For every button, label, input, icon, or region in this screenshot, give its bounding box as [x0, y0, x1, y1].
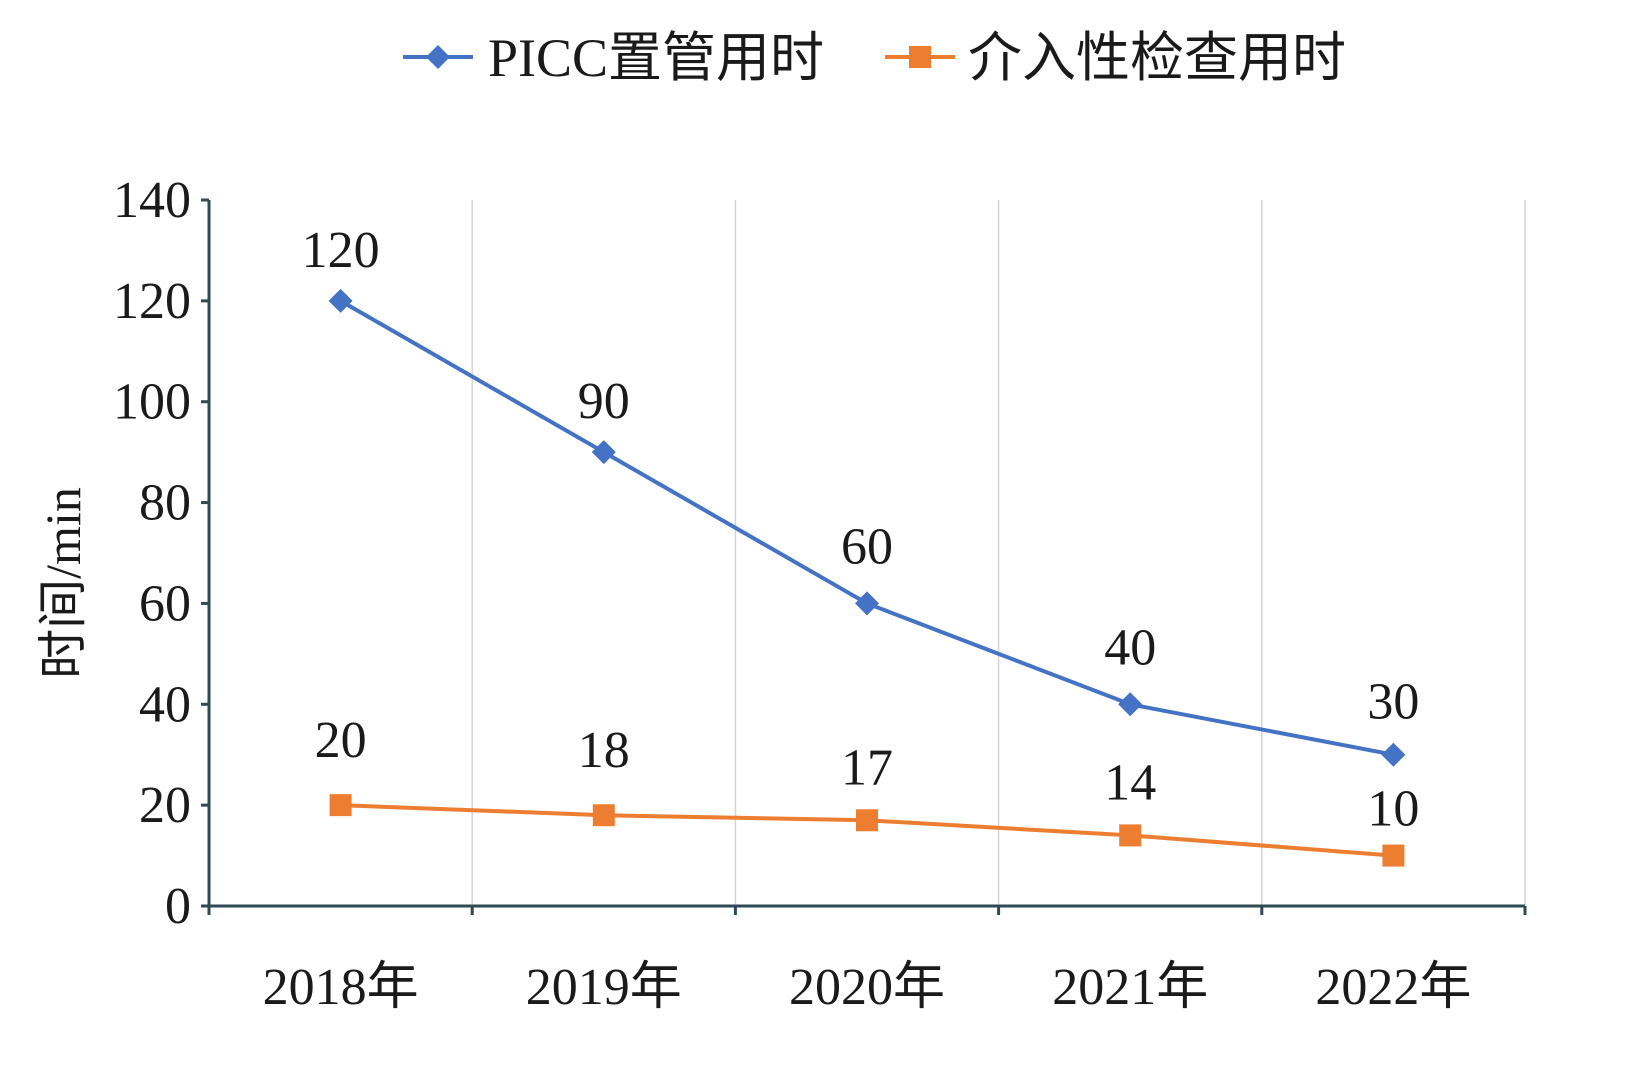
y-tick-label: 120	[113, 273, 191, 330]
diamond-marker	[855, 591, 879, 616]
data-labels: 120 90 60 40 30 20 18 17 14 10	[302, 222, 1420, 838]
legend: PICC置管用时 介入性检查用时	[403, 28, 1346, 88]
diamond-marker	[328, 288, 353, 313]
square-marker	[856, 809, 878, 832]
diamond-marker	[1381, 742, 1406, 767]
diamond-marker	[1118, 692, 1143, 717]
data-label: 20	[315, 712, 367, 769]
data-label: 30	[1367, 674, 1419, 731]
gridlines	[471, 200, 1526, 906]
x-tick-label: 2018年	[263, 959, 419, 1016]
square-marker	[909, 46, 931, 68]
data-label: 17	[841, 739, 893, 796]
y-tick-label: 100	[113, 374, 191, 431]
data-label: 60	[841, 518, 893, 575]
square-marker	[592, 804, 615, 827]
x-tick-label: 2019年	[526, 959, 682, 1016]
legend-label: 介入性检查用时	[968, 28, 1346, 88]
axes	[201, 198, 1527, 915]
x-tick-label: 2022年	[1315, 959, 1471, 1016]
x-tick-label: 2021年	[1052, 959, 1208, 1016]
square-marker	[1382, 844, 1405, 867]
y-axis-title: 时间/min	[35, 487, 91, 679]
y-tick-label: 140	[113, 172, 191, 229]
data-label: 10	[1367, 781, 1419, 838]
y-tick-label: 40	[139, 676, 191, 733]
data-label: 18	[578, 722, 630, 779]
data-label: 14	[1104, 754, 1156, 811]
y-tick-labels: 0 20 40 60 80 100 120 140	[113, 172, 191, 935]
diamond-marker	[426, 45, 450, 69]
y-tick-label: 20	[139, 777, 191, 834]
legend-label: PICC置管用时	[488, 28, 824, 88]
data-label: 90	[578, 373, 630, 430]
square-marker	[1119, 824, 1142, 847]
data-label: 40	[1104, 619, 1156, 676]
diamond-marker	[591, 440, 616, 465]
y-tick-label: 80	[139, 475, 191, 532]
square-marker	[329, 794, 352, 817]
y-tick-label: 0	[165, 878, 191, 935]
x-tick-labels: 2018年 2019年 2020年 2021年 2022年	[263, 959, 1472, 1016]
x-tick-label: 2020年	[789, 959, 945, 1016]
data-label: 120	[302, 222, 380, 279]
y-tick-label: 60	[139, 575, 191, 632]
series-group	[328, 288, 1406, 867]
